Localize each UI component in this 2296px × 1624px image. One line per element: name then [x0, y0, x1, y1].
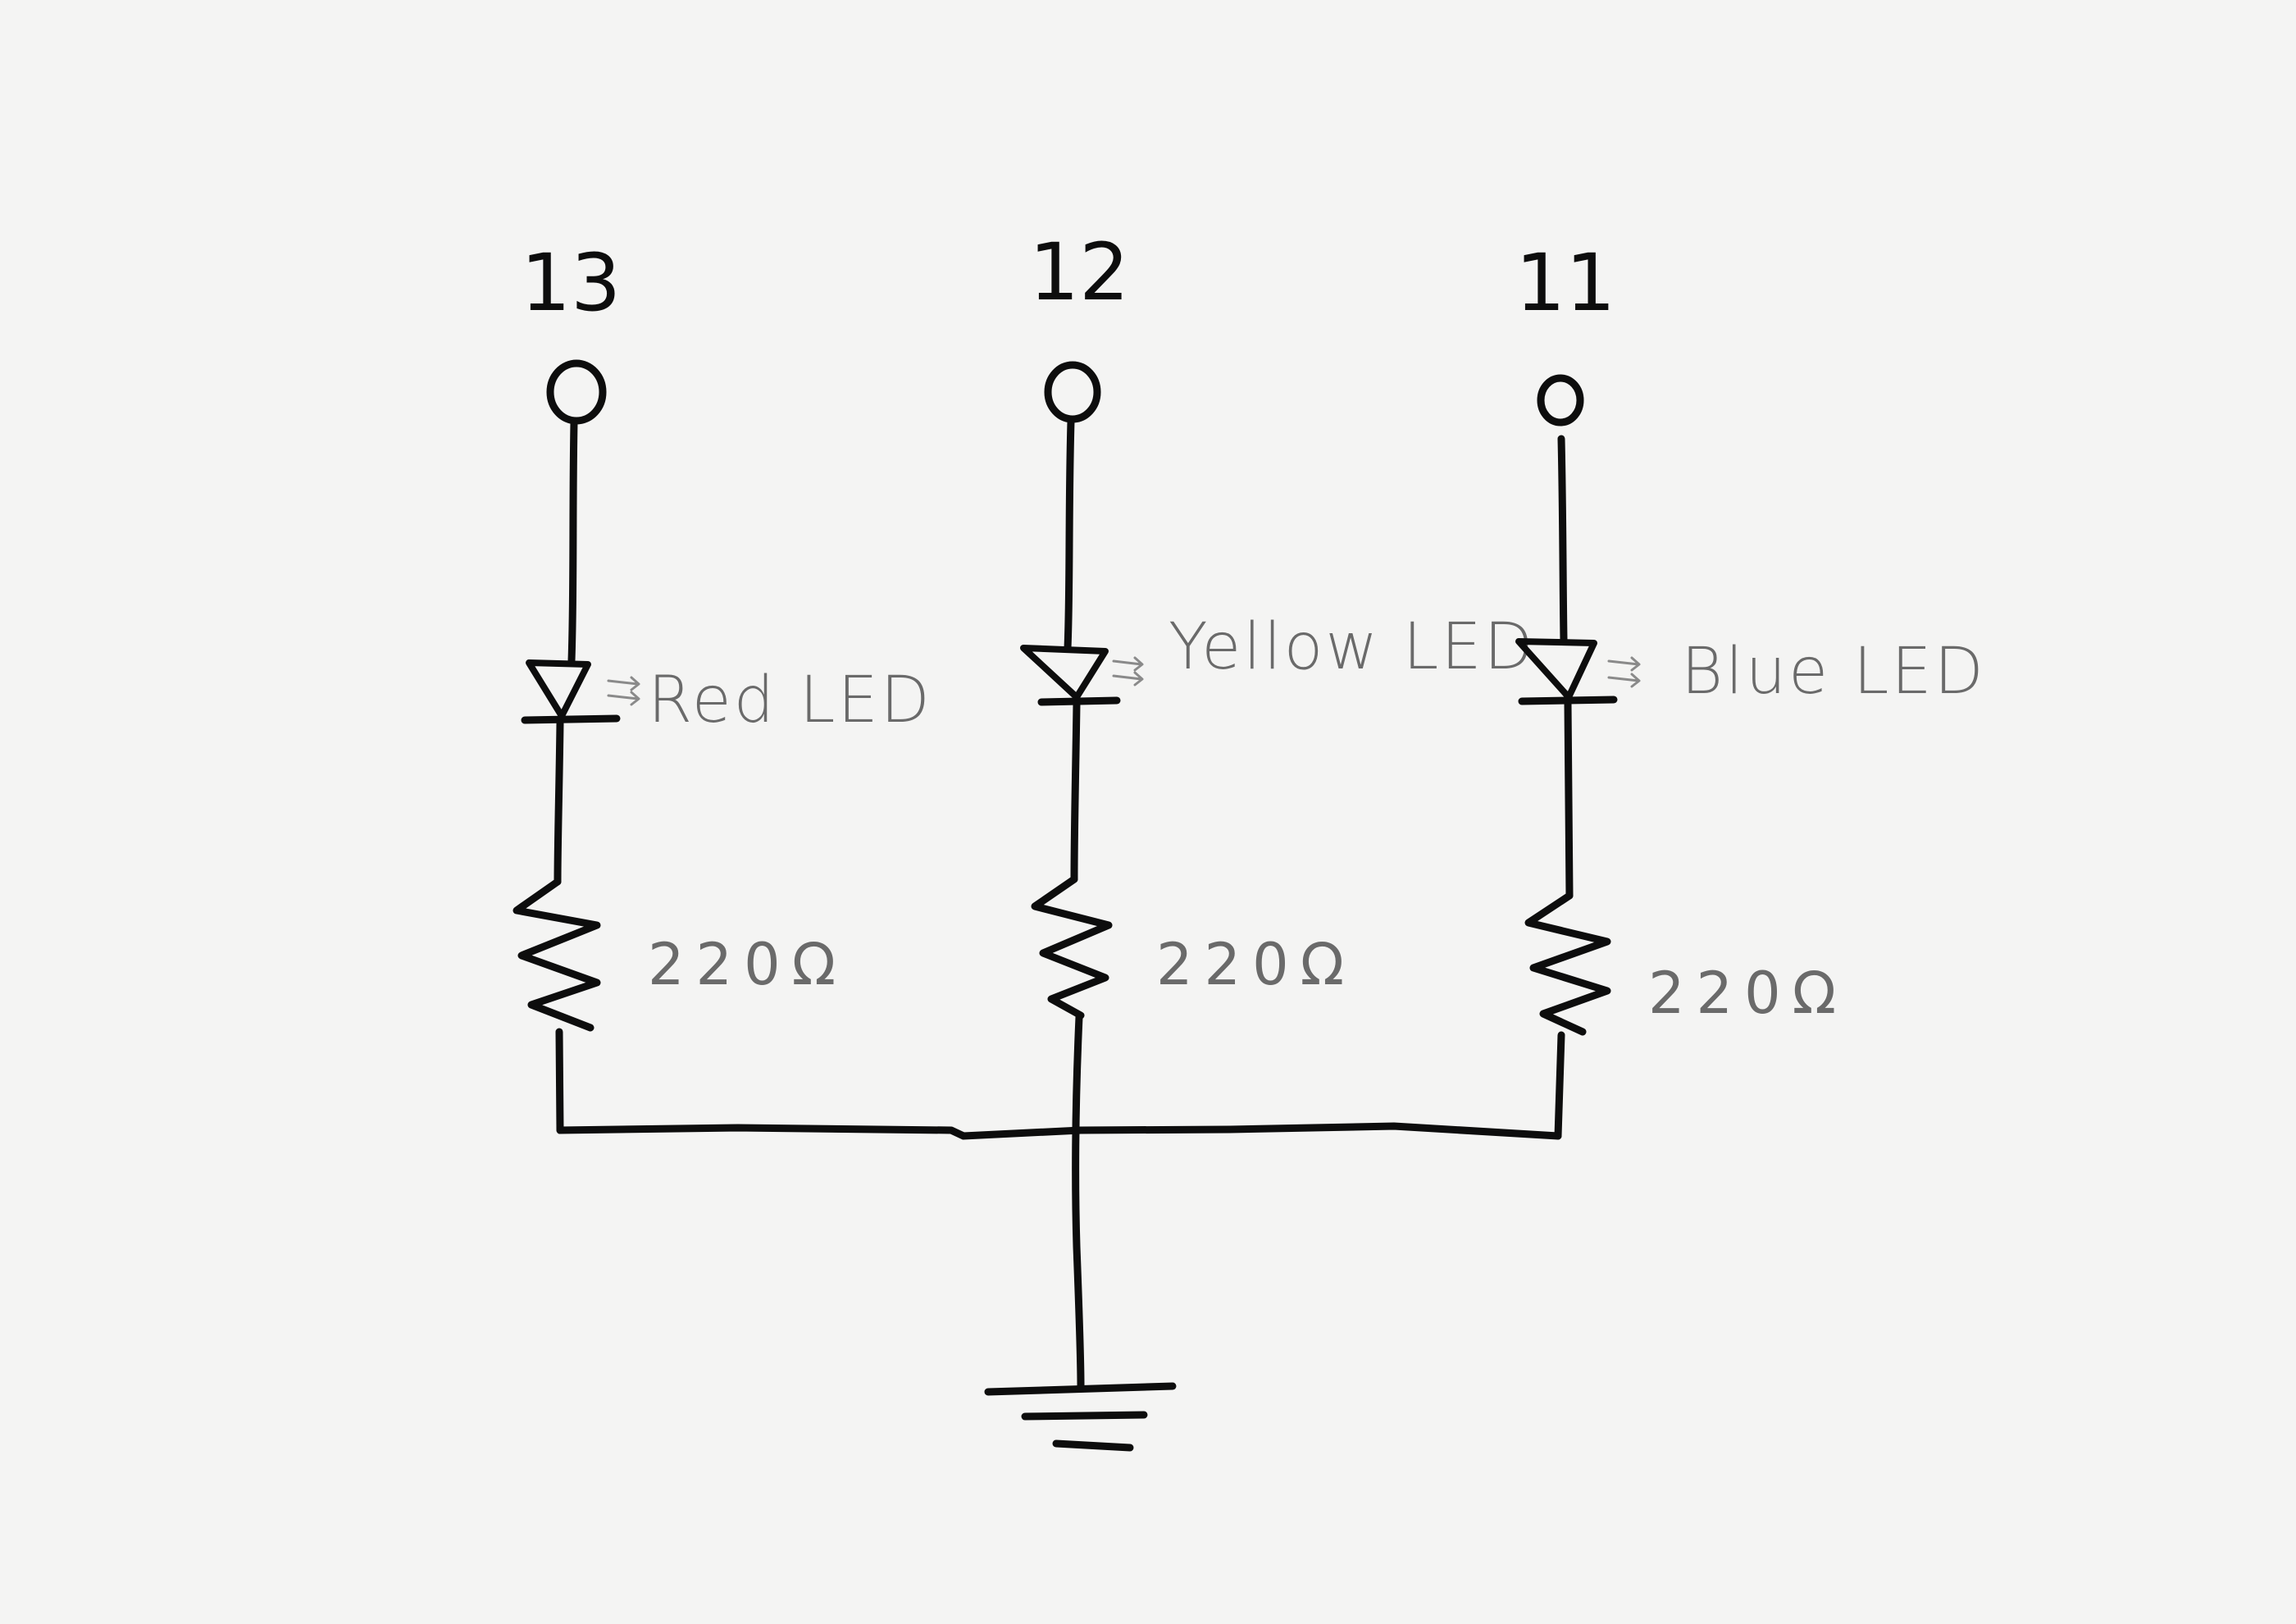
pin-number-12: 12 [1029, 226, 1129, 318]
ground-symbol [984, 1382, 1177, 1452]
yellow-led-light-arrows-icon [1112, 656, 1144, 687]
wire-pin-13-to-led [567, 419, 578, 664]
resistor-1-label: 220Ω [648, 931, 847, 998]
wire-resistor-1-to-bus [555, 1028, 564, 1134]
wire-resistor-2-to-ground [1072, 1013, 1085, 1390]
blue-led-light-arrows-icon [1607, 656, 1641, 688]
blue-led-label: Blue LED [1681, 635, 1986, 709]
resistor-2-zigzag [1031, 875, 1113, 1020]
yellow-led-label: Yellow LED [1168, 610, 1536, 684]
wire-resistor-3-to-bus [1554, 1031, 1565, 1140]
common-ground-bus [556, 1122, 1562, 1140]
pin-12-terminal [1044, 361, 1101, 423]
pin-11-terminal [1537, 374, 1584, 427]
resistor-1-zigzag [512, 878, 601, 1032]
wire-blue-led-to-resistor [1564, 700, 1574, 900]
yellow-led-diode-symbol [1020, 645, 1121, 706]
pin-number-13: 13 [521, 237, 621, 329]
red-led-diode-symbol [521, 659, 621, 724]
wire-red-led-to-resistor [554, 719, 564, 886]
wire-yellow-led-to-resistor [1070, 700, 1081, 883]
pin-number-11: 11 [1515, 237, 1615, 329]
wire-pin-12-to-led [1064, 417, 1075, 652]
branch-pin-11: 11 Blue LED 220Ω [1515, 237, 1986, 1140]
wire-pin-11-to-led [1557, 435, 1568, 644]
resistor-3-zigzag [1524, 892, 1611, 1036]
red-led-light-arrows-icon [607, 676, 640, 706]
resistor-3-label: 220Ω [1648, 960, 1847, 1027]
branch-pin-13: 13 Red LED 220Ω [512, 237, 932, 1134]
resistor-2-label: 220Ω [1156, 931, 1355, 998]
branch-pin-12: 12 Yellow LED 220Ω [1020, 226, 1536, 1390]
pin-13-terminal [546, 359, 607, 425]
red-led-label: Red LED [648, 664, 932, 737]
